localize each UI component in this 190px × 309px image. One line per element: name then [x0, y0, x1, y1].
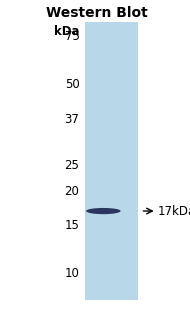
Text: 75: 75 [65, 30, 79, 43]
Text: 15: 15 [65, 219, 79, 232]
Ellipse shape [86, 208, 121, 214]
Text: 20: 20 [65, 185, 79, 198]
Text: Western Blot: Western Blot [45, 6, 147, 20]
Text: 10: 10 [65, 267, 79, 280]
Text: 17kDa: 17kDa [158, 205, 190, 218]
Text: 37: 37 [65, 113, 79, 126]
Bar [85, 22, 138, 300]
Text: 25: 25 [65, 159, 79, 172]
Text: kDa: kDa [54, 25, 79, 38]
Text: 50: 50 [65, 78, 79, 91]
